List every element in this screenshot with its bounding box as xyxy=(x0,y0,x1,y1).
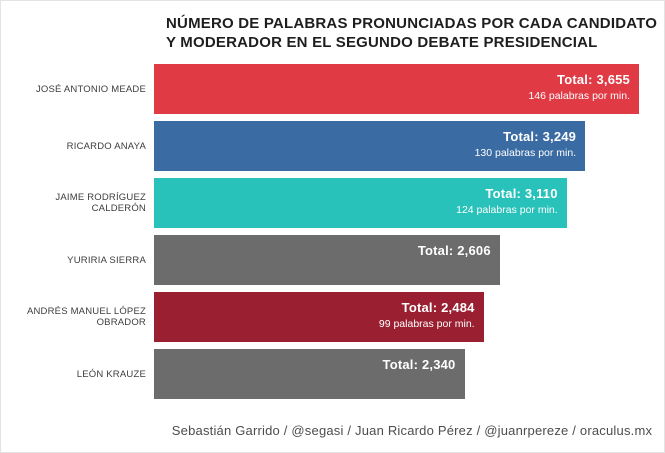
bar-value-labels: Total: 2,340 xyxy=(383,357,456,372)
bar-value-labels: Total: 3,655 146 palabras por min. xyxy=(528,72,630,102)
bar-track: Total: 3,110 124 palabras por min. xyxy=(154,178,639,228)
bar-value-labels: Total: 3,110 124 palabras por min. xyxy=(456,186,558,216)
bar-track: Total: 2,340 xyxy=(154,349,639,399)
bar-value-labels: Total: 2,484 99 palabras por min. xyxy=(379,300,475,330)
bar-row-yuriria-sierra: YURIRIA SIERRA Total: 2,606 xyxy=(1,235,664,285)
total-label: Total: 3,655 xyxy=(557,72,630,87)
rate-label: 130 palabras por min. xyxy=(474,147,577,159)
bar-row-andres-manuel-lopez-obrador: ANDRÉS MANUEL LÓPEZ OBRADOR Total: 2,484… xyxy=(1,292,664,342)
category-label: LEÓN KRAUZE xyxy=(76,368,146,380)
bar-row-ricardo-anaya: RICARDO ANAYA Total: 3,249 130 palabras … xyxy=(1,121,664,171)
chart-title-line-2: Y MODERADOR EN EL SEGUNDO DEBATE PRESIDE… xyxy=(166,34,598,51)
total-label: Total: 3,110 xyxy=(485,186,558,201)
rate-label: 99 palabras por min. xyxy=(378,318,475,330)
bar-ricardo-anaya: Total: 3,249 130 palabras por min. xyxy=(154,121,586,171)
bar-track: Total: 2,484 99 palabras por min. xyxy=(154,292,639,342)
bar-value-labels: Total: 2,606 xyxy=(418,243,491,258)
bar-row-jose-antonio-meade: JOSÉ ANTONIO MEADE Total: 3,655 146 pala… xyxy=(1,64,664,114)
category-label: JOSÉ ANTONIO MEADE xyxy=(35,83,146,95)
chart-title: NÚMERO DE PALABRAS PRONUNCIADAS POR CADA… xyxy=(166,14,661,52)
bar-leon-krauze: Total: 2,340 xyxy=(154,349,465,399)
category-label: RICARDO ANAYA xyxy=(66,140,146,152)
bar-row-leon-krauze: LEÓN KRAUZE Total: 2,340 xyxy=(1,349,664,399)
chart-title-line-1: NÚMERO DE PALABRAS PRONUNCIADAS POR CADA… xyxy=(166,15,658,32)
rate-label: 124 palabras por min. xyxy=(456,204,558,216)
total-label: Total: 2,340 xyxy=(382,357,456,372)
bar-track: Total: 2,606 xyxy=(154,235,639,285)
category-label: ANDRÉS MANUEL LÓPEZ OBRADOR xyxy=(26,306,146,328)
bar-jaime-rodriguez-calderon: Total: 3,110 124 palabras por min. xyxy=(154,178,567,228)
bar-yuriria-sierra: Total: 2,606 xyxy=(154,235,500,285)
bar-chart: JOSÉ ANTONIO MEADE Total: 3,655 146 pala… xyxy=(1,64,664,406)
bar-row-jaime-rodriguez-calderon: JAIME RODRÍGUEZ CALDERÓN Total: 3,110 12… xyxy=(1,178,664,228)
bar-track: Total: 3,249 130 palabras por min. xyxy=(154,121,639,171)
bar-track: Total: 3,655 146 palabras por min. xyxy=(154,64,639,114)
credit-line: Sebastián Garrido / @segasi / Juan Ricar… xyxy=(171,423,653,438)
bar-andres-manuel-lopez-obrador: Total: 2,484 99 palabras por min. xyxy=(154,292,484,342)
total-label: Total: 3,249 xyxy=(503,129,577,144)
category-label: JAIME RODRÍGUEZ CALDERÓN xyxy=(55,192,146,214)
bar-value-labels: Total: 3,249 130 palabras por min. xyxy=(475,129,577,159)
bar-jose-antonio-meade: Total: 3,655 146 palabras por min. xyxy=(154,64,639,114)
rate-label: 146 palabras por min. xyxy=(528,90,630,102)
category-label: YURIRIA SIERRA xyxy=(67,254,146,266)
total-label: Total: 2,606 xyxy=(417,243,491,258)
total-label: Total: 2,484 xyxy=(401,300,475,315)
